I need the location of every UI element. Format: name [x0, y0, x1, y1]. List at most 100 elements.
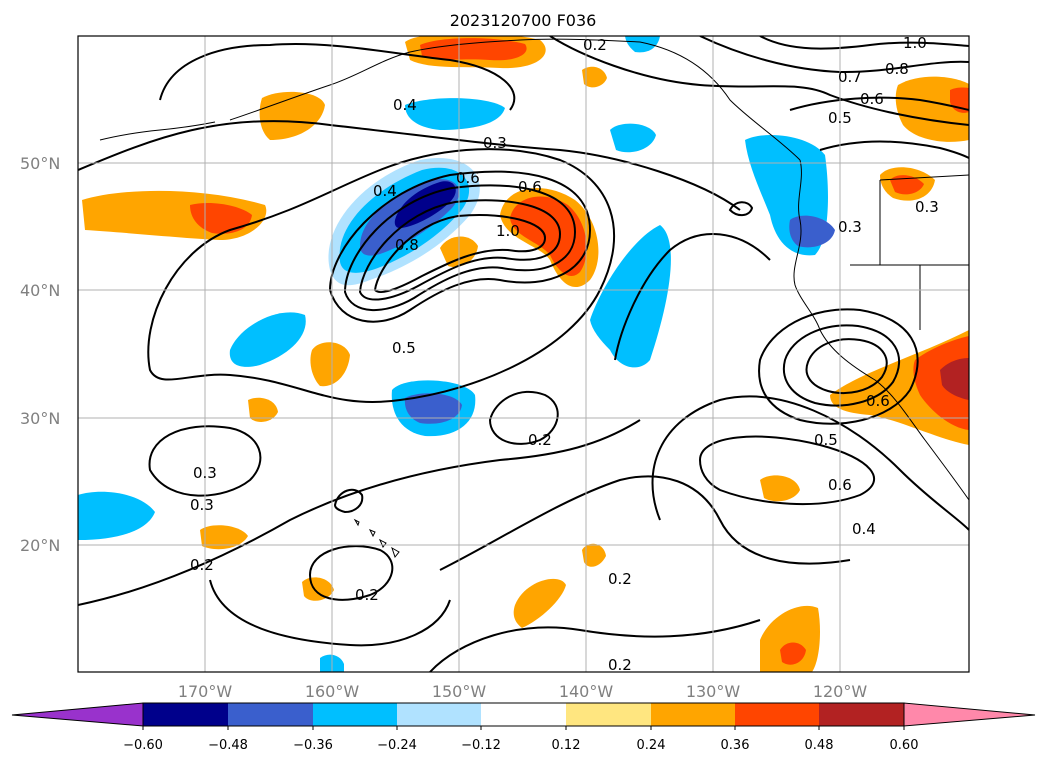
contour-line: [728, 201, 754, 216]
contour-line: [78, 419, 641, 606]
contour-label: 0.6: [456, 169, 480, 187]
contour-line: [343, 184, 577, 311]
hawaii-islands: [353, 518, 400, 559]
contour-label: 0.2: [528, 431, 552, 449]
contour-label: 0.3: [483, 134, 507, 152]
lon-label-150w: 150°W: [432, 682, 487, 701]
lon-label-140w: 140°W: [559, 682, 614, 701]
colorbar-tick-label: −0.24: [377, 738, 417, 753]
positive-anomaly-small-7: [760, 475, 800, 502]
contour-line: [78, 120, 741, 211]
contour-label: 0.5: [814, 431, 838, 449]
coastline-alaska: [229, 38, 801, 161]
contour-label: 0.3: [193, 464, 217, 482]
negative-anomaly-small-1: [405, 98, 505, 130]
contour-line: [651, 395, 969, 531]
contour-line: [209, 579, 451, 647]
colorbar-tick-label: 0.60: [890, 738, 919, 753]
contour-label: 0.4: [393, 96, 417, 114]
contour-line: [549, 36, 969, 126]
contour-line: [759, 36, 969, 50]
colorbar-segment: [819, 703, 904, 726]
negative-anomaly-top-right: [625, 36, 660, 53]
colorbar-tick-label: −0.12: [461, 738, 501, 753]
contour-line: [147, 148, 615, 404]
negative-anomaly-darkest: [394, 181, 456, 229]
coastline-aleutians: [99, 121, 216, 141]
colorbar-segment: [228, 703, 313, 726]
contour-line: [373, 214, 547, 294]
colorbar-segment: [735, 703, 819, 726]
contour-label: 0.2: [608, 656, 632, 674]
contour-line: [429, 619, 761, 672]
coastline-north-america: [793, 159, 969, 501]
figure-title: 2023120700 F036: [450, 11, 597, 30]
longitude-labels: 170°W 160°W 150°W 140°W 130°W 120°W: [178, 682, 868, 701]
contour-line: [333, 488, 364, 514]
contour-label: 0.4: [852, 520, 876, 538]
contour-label: 0.4: [373, 182, 397, 200]
colorbar-frame: [142, 702, 905, 727]
negative-anomaly-small-3: [229, 312, 306, 367]
contour-label: 0.6: [866, 392, 890, 410]
contour-label: 0.2: [583, 36, 607, 54]
positive-anomaly-alaska-core: [420, 38, 527, 61]
contour-label: 0.6: [518, 178, 542, 196]
contour-line: [614, 233, 771, 361]
positive-anomaly-small-3: [248, 397, 278, 422]
coastlines: [99, 38, 969, 559]
positive-anomaly-small-2: [310, 342, 350, 387]
contour-label: 0.3: [838, 218, 862, 236]
lon-label-120w: 120°W: [813, 682, 868, 701]
positive-anomaly-socal-core: [913, 336, 969, 430]
negative-anomaly-small-6: [78, 491, 155, 540]
contour-label: 0.8: [885, 60, 909, 78]
contour-line: [328, 170, 592, 323]
map-content: 1.0 0.8 0.7 0.6 0.5 0.4 0.3 0.3 0.2 0.2 …: [78, 34, 969, 674]
colorbar-tick-label: 0.24: [637, 738, 666, 753]
contour-label: 1.0: [496, 222, 520, 240]
colorbar-segment: [651, 703, 735, 726]
map-panel: 1.0 0.8 0.7 0.6 0.5 0.4 0.3 0.3 0.2 0.2 …: [20, 34, 970, 701]
map-frame: [77, 35, 970, 673]
lat-label-50n: 50°N: [20, 154, 60, 173]
contour-label: 0.2: [608, 570, 632, 588]
colorbar-tick-label: −0.48: [208, 738, 248, 753]
contour-label: 0.2: [190, 556, 214, 574]
colorbar-extend-max: [903, 702, 1036, 727]
colorbar: −0.60 −0.48 −0.36 −0.24 −0.12 0.12 0.24 …: [11, 702, 1036, 753]
lat-label-40n: 40°N: [20, 281, 60, 300]
lat-label-30n: 30°N: [20, 409, 60, 428]
colorbar-segment: [313, 703, 397, 726]
colorbar-tick-label: 0.12: [552, 738, 581, 753]
positive-anomaly-small-6: [302, 577, 334, 601]
positive-anomaly-small-9: [513, 578, 566, 628]
lon-label-130w: 130°W: [686, 682, 741, 701]
contour-label: 0.6: [828, 476, 852, 494]
contour-label: 1.0: [903, 34, 927, 52]
state-border: [850, 174, 969, 330]
contour-line: [159, 42, 516, 111]
negative-anomaly-small-5: [590, 225, 671, 368]
contour-label: 0.3: [190, 496, 214, 514]
colorbar-extend-min: [11, 702, 144, 727]
colorbar-ticks: [142, 726, 905, 730]
colorbar-tick-label: 0.48: [805, 738, 834, 753]
contour-line: [358, 199, 562, 301]
positive-anomaly-small-10: [582, 543, 606, 567]
contour-line: [805, 338, 888, 395]
colorbar-tick-labels: −0.60 −0.48 −0.36 −0.24 −0.12 0.12 0.24 …: [123, 738, 918, 753]
contour-label: 0.8: [395, 236, 419, 254]
colorbar-tick-label: −0.36: [293, 738, 333, 753]
contour-label: 0.5: [828, 109, 852, 127]
latitude-labels: 50°N 40°N 30°N 20°N: [20, 154, 60, 555]
lon-label-170w: 170°W: [178, 682, 233, 701]
positive-anomaly-small-11: [582, 66, 607, 88]
lon-label-160w: 160°W: [305, 682, 360, 701]
contour-label: 0.3: [915, 198, 939, 216]
contour-line: [758, 308, 919, 425]
colorbar-tick-label: −0.60: [123, 738, 163, 753]
positive-anomaly-small-8-core: [780, 642, 806, 665]
lat-label-20n: 20°N: [20, 536, 60, 555]
